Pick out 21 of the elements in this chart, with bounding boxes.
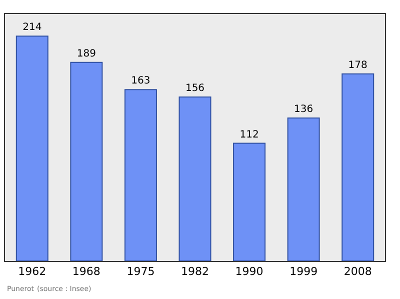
x-tick-label: 1999 xyxy=(290,265,318,278)
data-label: 214 xyxy=(22,22,42,34)
bar xyxy=(233,142,266,261)
data-label: 156 xyxy=(185,83,205,94)
x-tick-label: 1982 xyxy=(181,265,209,278)
x-tick-label: 1975 xyxy=(126,265,155,278)
bar xyxy=(70,62,103,261)
data-label: 189 xyxy=(76,48,96,60)
bar xyxy=(287,118,320,261)
data-label: 136 xyxy=(294,104,314,116)
data-label: 112 xyxy=(240,129,259,140)
x-tick-label: 1962 xyxy=(18,265,46,278)
data-label: 178 xyxy=(348,60,368,71)
bar xyxy=(342,73,374,261)
bar xyxy=(124,89,157,261)
data-label: 163 xyxy=(131,76,150,87)
x-tick-label: 1990 xyxy=(235,265,264,278)
bar xyxy=(16,36,48,261)
x-tick-label: 1968 xyxy=(72,265,100,278)
x-tick-label: 2008 xyxy=(344,265,372,278)
bar xyxy=(178,96,212,261)
